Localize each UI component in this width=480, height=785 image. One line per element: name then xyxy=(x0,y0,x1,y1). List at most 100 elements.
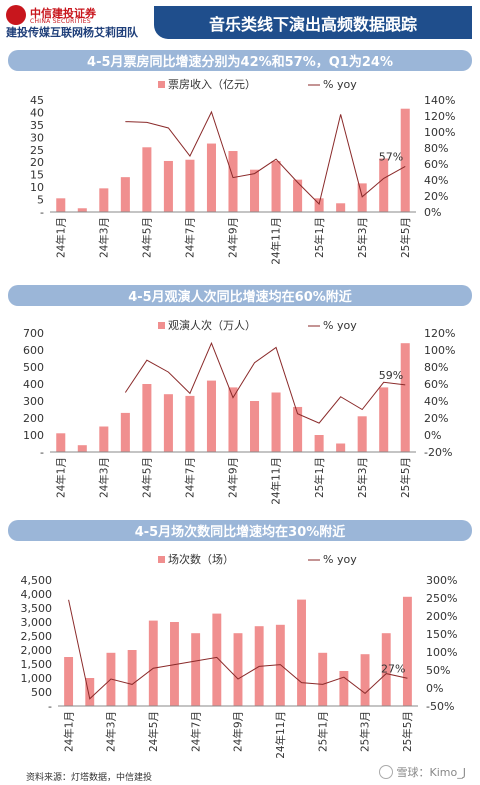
x-tick-label: 25年1月 xyxy=(313,217,326,258)
y-tick-right: 200% xyxy=(426,610,457,623)
y-tick-left: 1,500 xyxy=(21,658,53,671)
y-tick-left: 5 xyxy=(37,194,44,207)
y-tick-right: 80% xyxy=(424,142,448,155)
yoy-annotation: 27% xyxy=(381,662,405,675)
bar xyxy=(400,108,410,212)
x-tick-label: 25年1月 xyxy=(316,711,329,752)
y-tick-left: 3,000 xyxy=(21,616,53,629)
bar xyxy=(271,160,281,212)
legend-line-label: % yoy xyxy=(323,319,357,332)
team-name: 建投传媒互联网杨艾莉团队 xyxy=(6,26,138,39)
x-tick-label: 24年9月 xyxy=(227,217,240,258)
y-tick-left: 500 xyxy=(31,686,52,699)
bar xyxy=(293,406,303,452)
y-tick-right: -20% xyxy=(424,446,452,459)
attendance-chart: 观演人次（万人） % yoy - 100 200 300 400 500 600 700 -20% 0… xyxy=(23,318,455,505)
y-tick-left: - xyxy=(40,206,44,219)
legend-bar-label: 场次数（场） xyxy=(168,552,234,566)
y-tick-right: 140% xyxy=(424,94,455,107)
x-tick-label: 25年3月 xyxy=(359,711,372,752)
bar xyxy=(314,198,324,212)
bar xyxy=(402,596,412,706)
x-tick-label: 24年7月 xyxy=(184,217,197,258)
bar xyxy=(191,633,201,706)
bar xyxy=(212,613,222,706)
x-tick-label: 24年1月 xyxy=(54,217,67,258)
x-tick-label: 25年5月 xyxy=(399,217,412,258)
bar xyxy=(275,624,285,706)
watermark: 雪球：Kimo_J xyxy=(378,764,466,780)
x-tick-label: 24年7月 xyxy=(184,457,197,498)
legend-bar-swatch xyxy=(158,81,165,88)
yoy-line xyxy=(68,599,408,700)
y-tick-right: 40% xyxy=(424,174,448,187)
y-tick-right: 20% xyxy=(424,190,448,203)
yoy-line xyxy=(124,341,406,424)
x-tick-label: 24年9月 xyxy=(227,457,240,498)
y-tick-right: 60% xyxy=(424,378,448,391)
bar xyxy=(336,203,346,212)
logo-text-en: CHINA SECURITIES xyxy=(30,18,91,25)
y-tick-right: 100% xyxy=(424,344,455,357)
bar xyxy=(357,416,367,452)
y-tick-left: 40 xyxy=(30,106,44,119)
bar xyxy=(120,412,130,452)
bar xyxy=(56,198,66,212)
y-tick-left: 100 xyxy=(23,429,44,442)
x-tick-label: 25年5月 xyxy=(399,457,412,498)
bar xyxy=(314,435,324,452)
y-tick-right: 0% xyxy=(426,682,443,695)
y-tick-left: 400 xyxy=(23,378,44,391)
x-tick-label: 24年11月 xyxy=(270,217,283,265)
x-tick-label: 25年3月 xyxy=(356,217,369,258)
y-tick-right: 120% xyxy=(424,327,455,340)
y-tick-right: 50% xyxy=(426,664,450,677)
y-tick-right: 0% xyxy=(424,206,441,219)
bar xyxy=(77,208,87,212)
bar xyxy=(339,671,349,706)
bar xyxy=(400,343,410,452)
bar xyxy=(206,143,216,212)
bar xyxy=(228,387,238,452)
x-tick-label: 24年3月 xyxy=(97,217,110,258)
legend-bar-swatch xyxy=(158,556,165,563)
x-tick-label: 24年11月 xyxy=(270,457,283,505)
legend-bar-label: 票房收入（亿元） xyxy=(168,77,256,91)
y-tick-right: 150% xyxy=(426,628,457,641)
y-tick-right: 80% xyxy=(424,361,448,374)
bar xyxy=(142,384,152,452)
snowball-icon xyxy=(378,765,393,779)
y-tick-left: 300 xyxy=(23,395,44,408)
source-note: 资料来源：灯塔数据，中信建投 xyxy=(26,773,153,783)
bar xyxy=(56,433,66,452)
bar xyxy=(381,633,391,706)
y-tick-right: 300% xyxy=(426,574,457,587)
y-tick-left: 45 xyxy=(30,94,44,107)
y-tick-left: 3,500 xyxy=(21,602,53,615)
x-tick-label: 24年5月 xyxy=(147,711,160,752)
logo-text-cn: 中信建投证券 xyxy=(30,7,96,20)
y-tick-left: - xyxy=(48,700,52,713)
bar xyxy=(99,426,109,452)
bar xyxy=(318,652,328,706)
watermark-text: 雪球：Kimo_J xyxy=(396,766,466,779)
yoy-annotation: 59% xyxy=(379,369,403,382)
y-tick-right: 100% xyxy=(424,126,455,139)
bar xyxy=(206,380,216,452)
bar xyxy=(127,650,137,706)
bar xyxy=(357,183,367,212)
bar xyxy=(379,158,389,212)
y-tick-left: 4,000 xyxy=(21,588,53,601)
y-tick-left: 35 xyxy=(30,119,44,132)
y-tick-left: 2,000 xyxy=(21,644,53,657)
y-tick-left: 30 xyxy=(30,131,44,144)
legend-bar-swatch xyxy=(158,322,165,329)
legend-bar-label: 观演人次（万人） xyxy=(168,318,256,332)
x-tick-label: 24年3月 xyxy=(105,711,118,752)
y-tick-left: - xyxy=(40,446,44,459)
x-tick-label: 24年9月 xyxy=(232,711,245,752)
y-tick-left: 700 xyxy=(23,327,44,340)
legend-line-label: % yoy xyxy=(323,78,357,91)
yoy-line xyxy=(125,110,406,205)
